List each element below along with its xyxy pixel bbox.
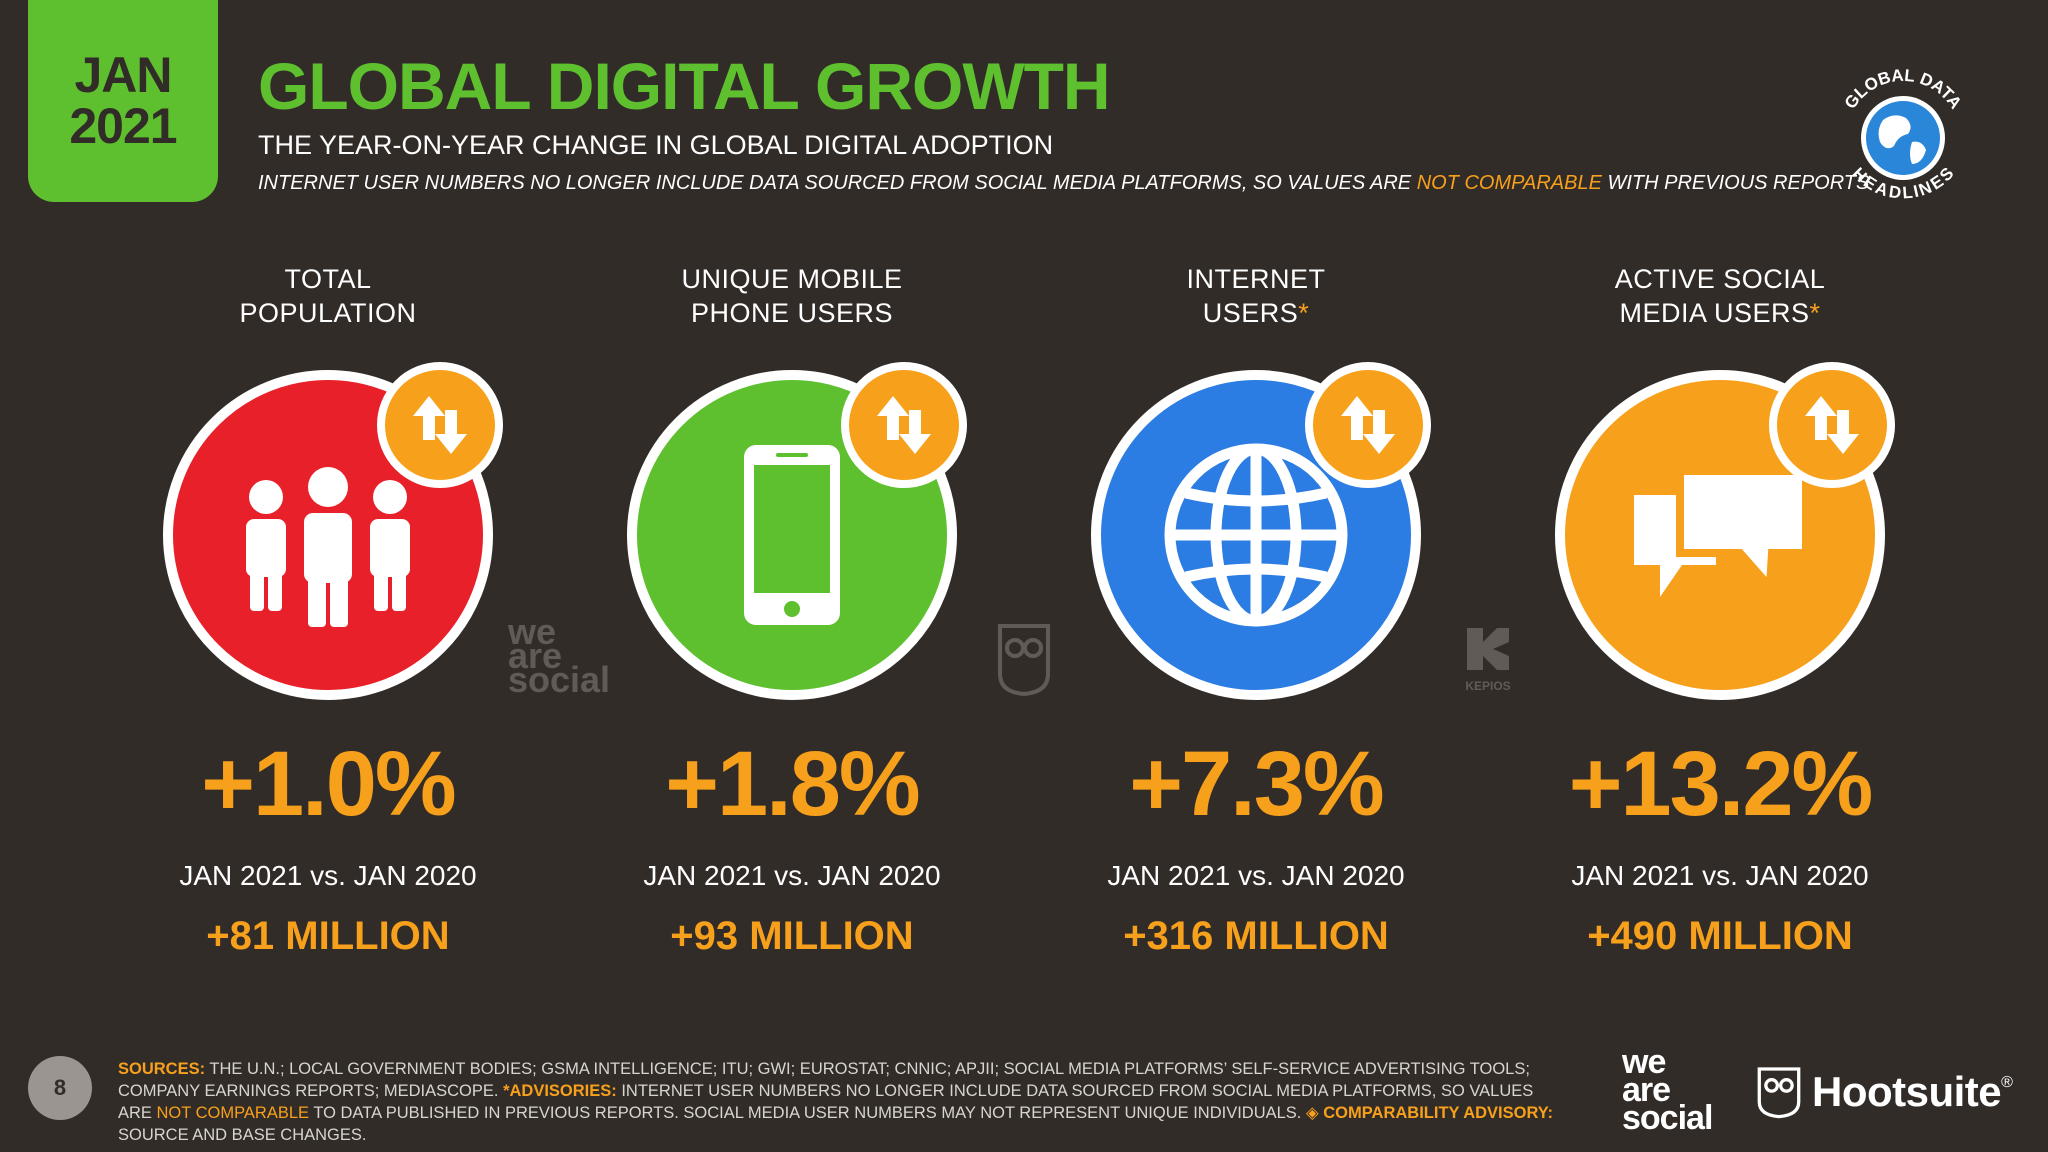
comparability-body: SOURCE AND BASE CHANGES. (118, 1126, 367, 1144)
hootsuite-owl-watermark (998, 624, 1050, 697)
mobile-phone-icon (744, 445, 840, 625)
date-year: 2021 (69, 98, 177, 154)
date-month: JAN (74, 47, 172, 103)
people-icon (246, 467, 410, 627)
metric-active-social-media-users: ACTIVE SOCIAL MEDIA USERS* +13.2% JAN 20… (1510, 262, 1930, 959)
metric-circle (627, 370, 957, 700)
disclaimer-pre: INTERNET USER NUMBERS NO LONGER INCLUDE … (258, 172, 1417, 194)
global-data-headlines-logo: GLOBAL DATA HEADLINES (1841, 66, 1966, 203)
watermark-line2: are (508, 635, 563, 676)
metric-absolute: +93 MILLION (670, 914, 914, 958)
up-down-arrows-icon (877, 396, 931, 454)
metric-total-population: TOTAL POPULATION (118, 262, 538, 959)
we-are-social-logo: we are social (1622, 1043, 1713, 1137)
hootsuite-logo: Hootsuite ® (1756, 1060, 2013, 1124)
metric-internet-users: INTERNET USERS* (1046, 262, 1466, 959)
disclaimer: INTERNET USER NUMBERS NO LONGER INCLUDE … (258, 172, 1869, 195)
advisories-label: *ADVISORIES: (503, 1082, 617, 1100)
page-subtitle: THE YEAR-ON-YEAR CHANGE IN GLOBAL DIGITA… (258, 130, 1054, 160)
metric-label: INTERNET USERS* (1046, 262, 1466, 332)
metric-percent: +7.3% (1129, 733, 1384, 835)
sources-body: THE U.N.; LOCAL GOVERNMENT BODIES; GSMA … (118, 1060, 1530, 1100)
disclaimer-post: WITH PREVIOUS REPORTS (1601, 172, 1870, 194)
registered-mark: ® (2001, 1074, 2013, 1091)
metric-percent: +13.2% (1568, 733, 1874, 835)
metric-label-line1: UNIQUE MOBILE (681, 264, 903, 294)
metric-label-line1: TOTAL (284, 264, 372, 294)
growth-arrows-badge (1769, 362, 1895, 488)
date-badge: JAN 2021 (28, 0, 218, 202)
metric-unique-mobile-users: UNIQUE MOBILE PHONE USERS +1.8% JAN 2021… (582, 262, 1002, 959)
metric-asterisk: * (1809, 298, 1821, 328)
hootsuite-wordmark: Hootsuite (1812, 1068, 2002, 1115)
metric-icon-wrap (1555, 362, 1895, 700)
chat-bubbles-icon (1634, 467, 1810, 597)
metric-icon-wrap (1091, 362, 1431, 700)
globe-icon (1164, 443, 1348, 627)
advisories-pre: INTERNET USER NUMBERS NO LONGER INCLUDE … (118, 1082, 1534, 1122)
metric-circle (163, 370, 493, 700)
we-are-social-watermark: we are social (508, 611, 611, 700)
up-down-arrows-icon (1341, 396, 1395, 454)
logo-line1: we (1622, 1043, 1666, 1081)
growth-arrows-badge (377, 362, 503, 488)
up-down-arrows-icon (1805, 396, 1859, 454)
disclaimer-highlight: NOT COMPARABLE (1416, 172, 1602, 194)
sources-text: SOURCES: THE U.N.; LOCAL GOVERNMENT BODI… (118, 1058, 1558, 1146)
comparability-label: ◈ COMPARABILITY ADVISORY: (1305, 1104, 1554, 1122)
metric-percent: +1.8% (665, 733, 920, 835)
kepios-mark-icon (1467, 628, 1509, 670)
page-number: 8 (28, 1056, 92, 1120)
growth-arrows-badge (1305, 362, 1431, 488)
metric-comparison: JAN 2021 vs. JAN 2020 (1571, 860, 1869, 891)
metric-comparison: JAN 2021 vs. JAN 2020 (643, 860, 941, 891)
metric-label-line2: MEDIA USERS (1619, 298, 1810, 328)
metric-label: UNIQUE MOBILE PHONE USERS (582, 262, 1002, 332)
sources-label: SOURCES: (118, 1060, 206, 1078)
hootsuite-owl-icon (1757, 1067, 1801, 1119)
metric-label: TOTAL POPULATION (118, 262, 538, 332)
metric-percent: +1.0% (201, 733, 456, 835)
metric-label-line2: PHONE USERS (690, 298, 894, 328)
kepios-wordmark: KEPIOS (1465, 679, 1511, 693)
metric-asterisk: * (1298, 298, 1310, 328)
advisories-highlight: NOT COMPARABLE (156, 1104, 310, 1122)
metric-label-line1: INTERNET (1186, 264, 1326, 294)
metric-icon-wrap (627, 362, 967, 700)
metric-comparison: JAN 2021 vs. JAN 2020 (1107, 860, 1405, 891)
metric-label: ACTIVE SOCIAL MEDIA USERS* (1510, 262, 1930, 332)
metric-comparison: JAN 2021 vs. JAN 2020 (179, 860, 477, 891)
advisories-post: TO DATA PUBLISHED IN PREVIOUS REPORTS. S… (309, 1104, 1306, 1122)
watermark-line3: social (508, 659, 611, 700)
metric-label-line2: POPULATION (239, 298, 417, 328)
kepios-watermark: KEPIOS (1458, 624, 1518, 693)
logo-line3: social (1622, 1099, 1713, 1137)
up-down-arrows-icon (413, 396, 467, 454)
metric-label-line1: ACTIVE SOCIAL (1614, 264, 1826, 294)
metric-absolute: +490 MILLION (1587, 914, 1853, 958)
metric-label-line2: USERS (1202, 298, 1299, 328)
growth-arrows-badge (841, 362, 967, 488)
metric-absolute: +81 MILLION (206, 914, 450, 958)
page-title: GLOBAL DIGITAL GROWTH (258, 49, 1111, 123)
logo-line2: are (1622, 1071, 1671, 1109)
metric-icon-wrap (163, 362, 503, 700)
watermark-line1: we (508, 611, 557, 652)
metric-absolute: +316 MILLION (1123, 914, 1389, 958)
